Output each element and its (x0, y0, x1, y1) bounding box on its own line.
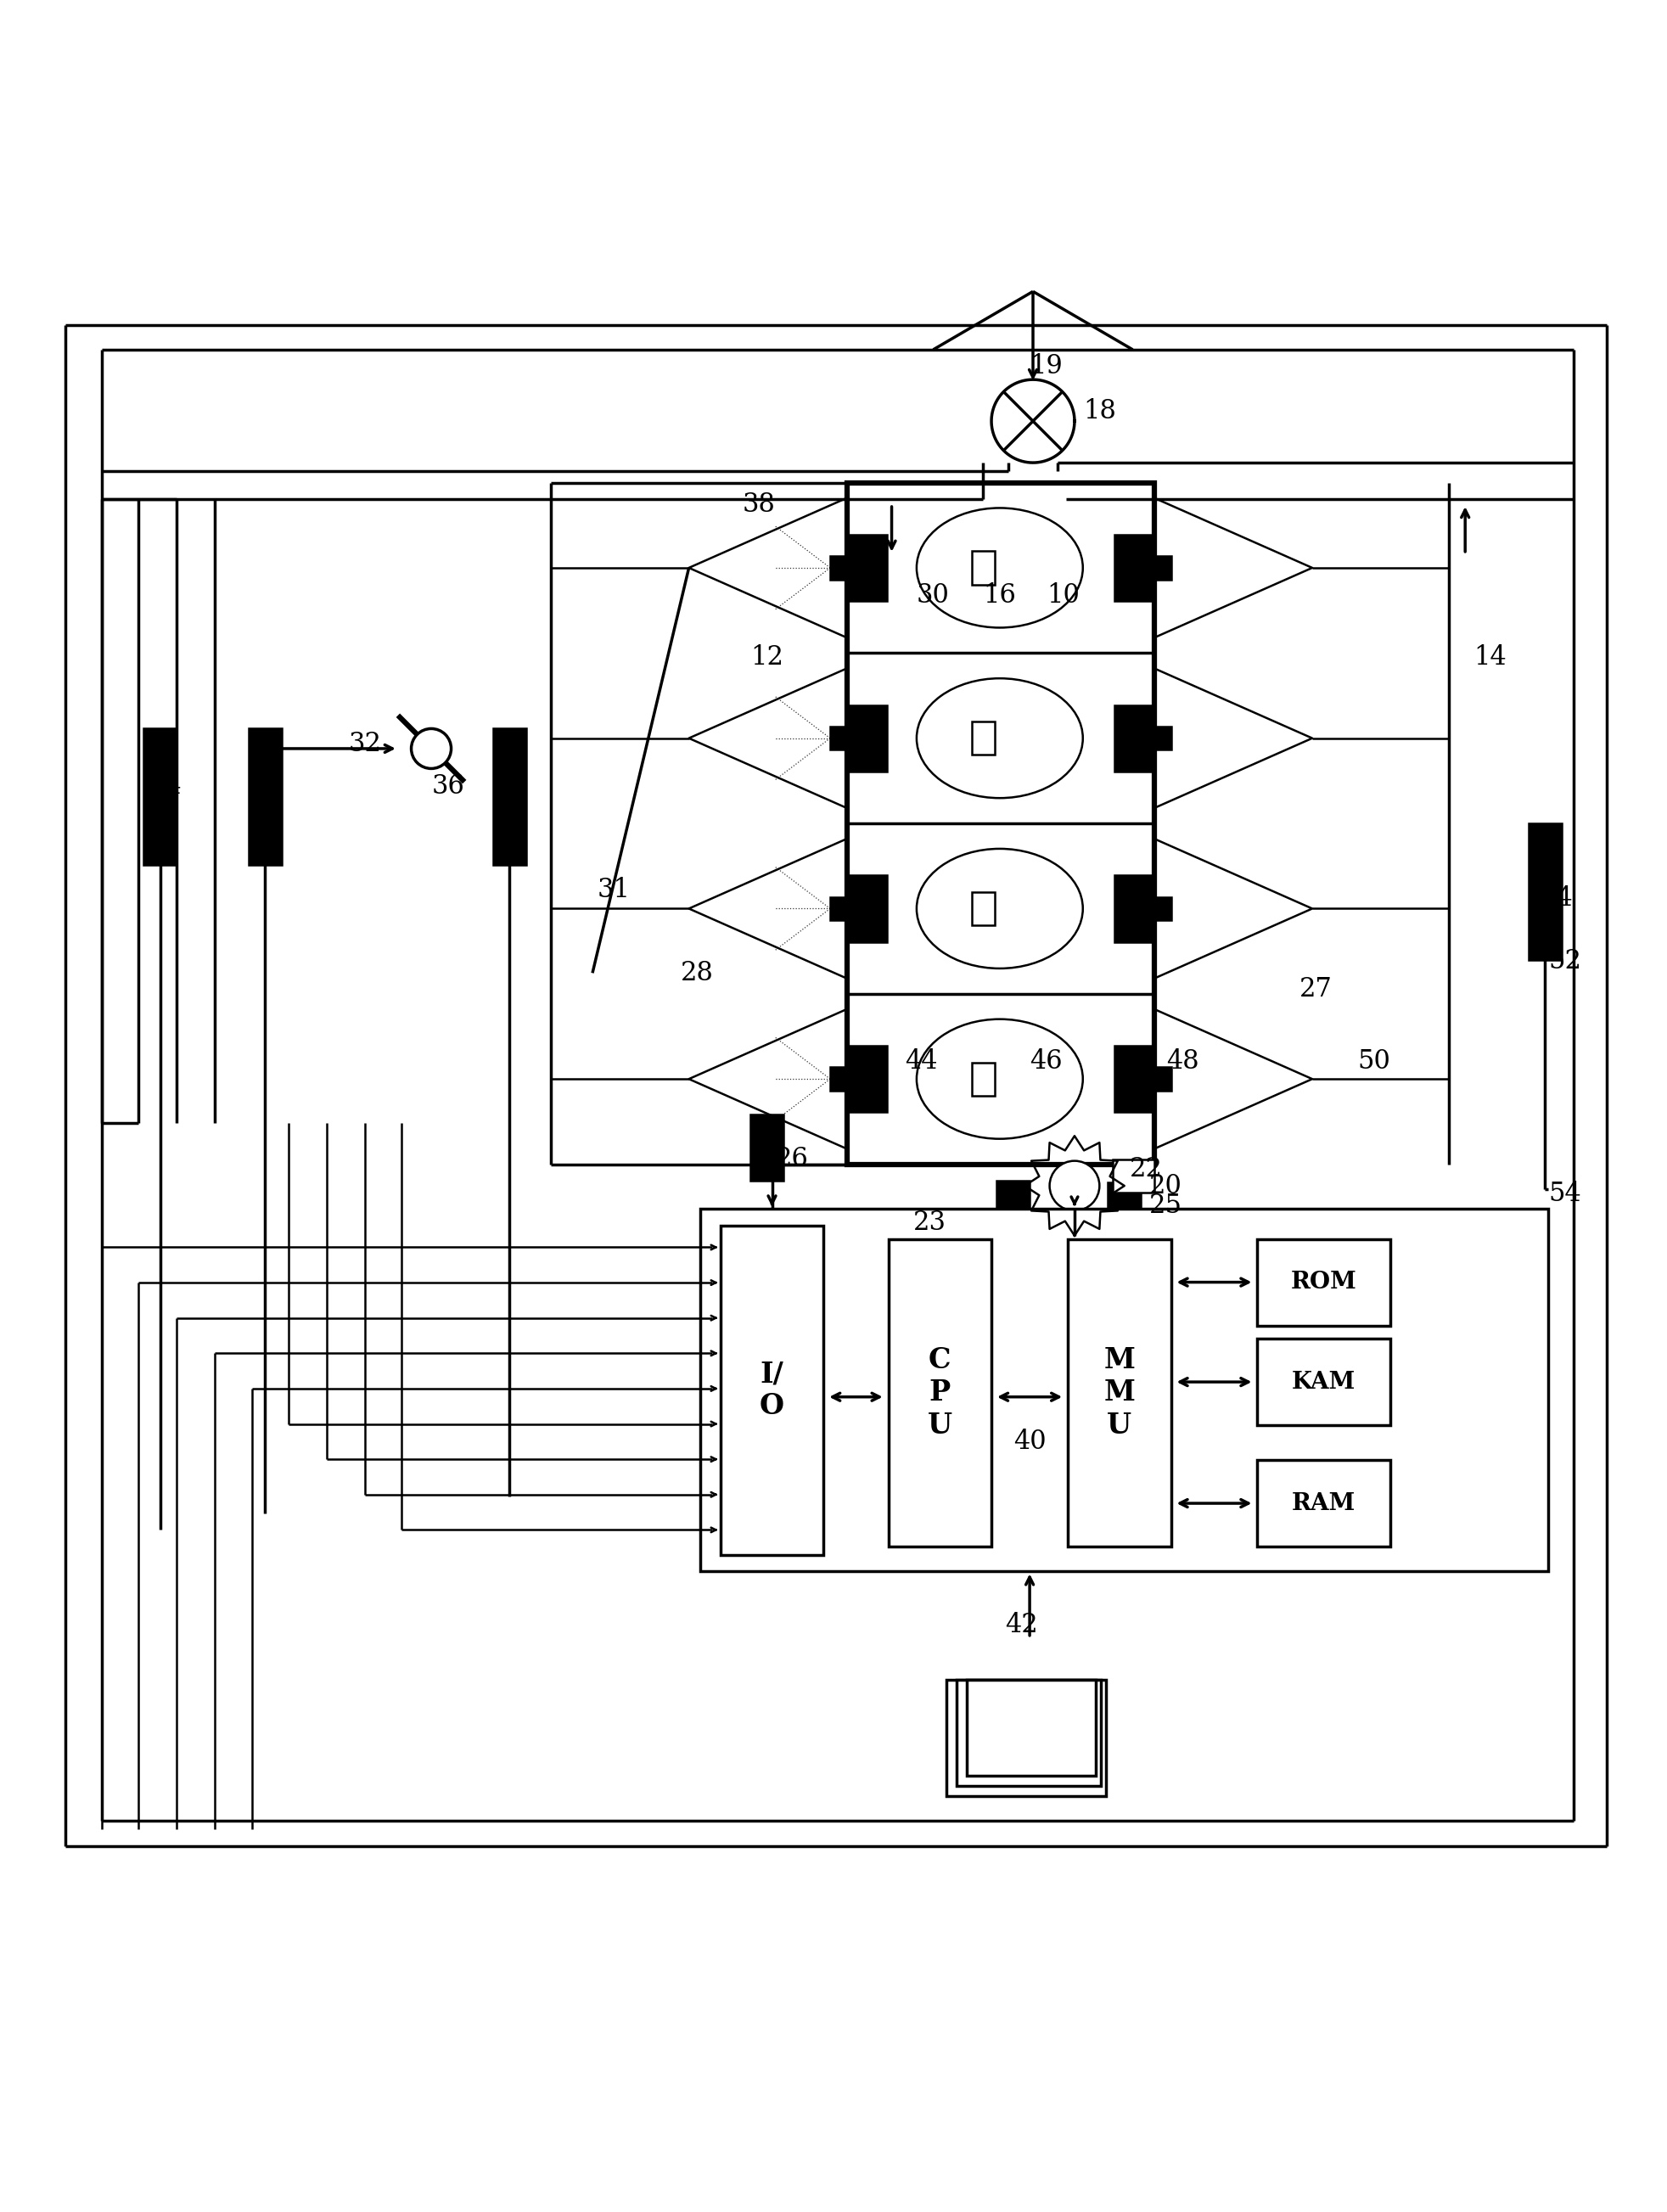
Text: C
P
U: C P U (927, 1347, 952, 1440)
Text: KAM: KAM (1292, 1371, 1355, 1394)
Text: 18: 18 (1084, 398, 1115, 425)
Text: 25: 25 (1150, 1192, 1182, 1219)
Bar (1257, 1338, 1390, 1425)
Bar (847, 1046, 887, 1113)
Bar (143, 728, 177, 865)
Ellipse shape (917, 509, 1084, 628)
Bar (700, 1210, 1549, 1571)
Bar (972, 551, 995, 584)
Text: 10: 10 (1047, 582, 1080, 608)
Bar (1115, 706, 1154, 772)
Text: M
M
U: M M U (1104, 1347, 1135, 1440)
Bar (1115, 1046, 1154, 1113)
Bar (1154, 555, 1170, 580)
Bar (967, 1679, 1097, 1776)
Text: 30: 30 (917, 582, 950, 608)
Text: 16: 16 (984, 582, 1017, 608)
Text: 14: 14 (1474, 644, 1507, 670)
Text: 38: 38 (742, 491, 775, 518)
Bar (972, 891, 995, 925)
Bar (1257, 1239, 1390, 1325)
Text: 20: 20 (1150, 1172, 1182, 1199)
Bar (1529, 823, 1562, 960)
Text: ROM: ROM (1290, 1270, 1357, 1294)
Bar (1115, 535, 1154, 602)
Ellipse shape (917, 1020, 1084, 1139)
Bar (847, 706, 887, 772)
Text: 28: 28 (680, 960, 713, 987)
Bar (1257, 1460, 1390, 1546)
Bar (957, 1679, 1102, 1785)
Bar (947, 1679, 1107, 1796)
Text: 23: 23 (914, 1210, 947, 1237)
Bar (1154, 896, 1170, 920)
Text: RAM: RAM (1292, 1491, 1355, 1515)
Text: 44: 44 (905, 1048, 939, 1075)
Text: 24: 24 (1540, 885, 1574, 911)
Bar (248, 728, 282, 865)
Text: 42: 42 (1005, 1613, 1039, 1637)
Text: I/
O: I/ O (760, 1360, 783, 1420)
Bar (889, 1239, 992, 1546)
Bar (1115, 876, 1154, 942)
Circle shape (1050, 1161, 1100, 1210)
Circle shape (412, 728, 452, 768)
Bar (847, 876, 887, 942)
Bar (750, 1115, 783, 1181)
Text: 32: 32 (348, 730, 382, 757)
Bar (830, 555, 847, 580)
Text: 54: 54 (1549, 1181, 1582, 1208)
Text: 48: 48 (1167, 1048, 1199, 1075)
Text: 46: 46 (1030, 1048, 1062, 1075)
Text: 50: 50 (1357, 1048, 1390, 1075)
Bar (972, 1062, 995, 1095)
Text: 19: 19 (1030, 354, 1064, 380)
Ellipse shape (917, 849, 1084, 969)
Bar (972, 721, 995, 754)
Bar (1154, 726, 1170, 750)
Bar (847, 482, 1154, 1164)
Bar (493, 728, 527, 865)
Bar (997, 1181, 1030, 1223)
Text: 22: 22 (1130, 1157, 1162, 1183)
Bar (1114, 1159, 1154, 1192)
Text: 36: 36 (432, 774, 465, 801)
Bar (720, 1225, 823, 1555)
Text: 40: 40 (1014, 1429, 1045, 1455)
Bar (830, 1068, 847, 1091)
Ellipse shape (917, 679, 1084, 799)
Bar (1109, 1183, 1140, 1219)
Bar (830, 726, 847, 750)
Text: 12: 12 (750, 644, 783, 670)
Bar (830, 896, 847, 920)
Text: 26: 26 (775, 1146, 808, 1172)
Bar (1069, 1239, 1170, 1546)
Text: 31: 31 (597, 876, 630, 902)
Bar (1154, 1068, 1170, 1091)
Text: 52: 52 (1549, 949, 1582, 975)
Text: 34: 34 (148, 774, 182, 801)
Text: 27: 27 (1299, 975, 1332, 1002)
Bar (847, 535, 887, 602)
